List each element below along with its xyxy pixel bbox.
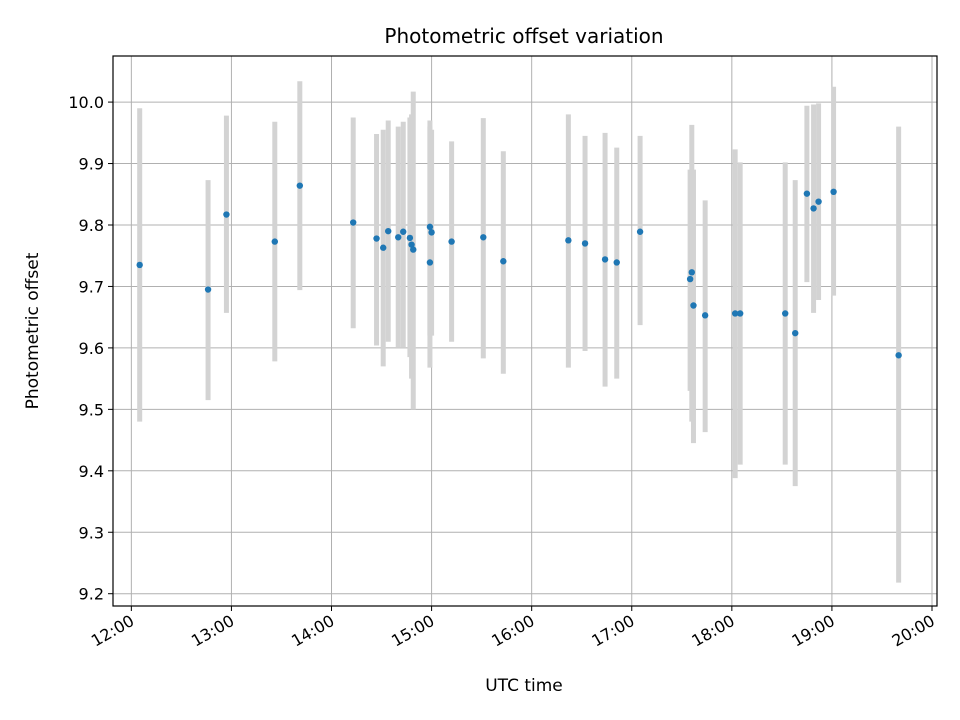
y-tick-label: 9.9 — [79, 155, 104, 174]
data-point — [686, 275, 694, 283]
data-point — [601, 256, 609, 263]
y-tick-label: 9.7 — [79, 277, 104, 296]
y-tick-label: 9.3 — [79, 523, 104, 542]
data-point — [448, 238, 455, 245]
data-point — [690, 302, 697, 309]
data-point — [385, 227, 392, 235]
data-point — [349, 219, 357, 226]
data-point — [136, 261, 143, 269]
data-point — [815, 198, 822, 205]
data-point — [410, 246, 417, 253]
data-point — [581, 240, 589, 247]
data-point — [731, 310, 739, 317]
data-point — [204, 286, 212, 293]
data-point — [688, 269, 696, 276]
y-tick-label: 9.8 — [79, 216, 104, 235]
data-point — [830, 188, 837, 196]
data-point — [782, 310, 789, 317]
data-points — [136, 182, 902, 359]
data-point — [613, 259, 620, 266]
data-point — [373, 235, 380, 242]
y-tick-label: 10.0 — [68, 93, 104, 112]
data-point — [701, 312, 709, 319]
data-point — [426, 259, 434, 266]
data-point — [408, 241, 415, 248]
plot-frame — [112, 55, 938, 607]
data-point — [500, 258, 507, 265]
x-axis-title: UTC time — [485, 676, 563, 696]
data-point — [406, 234, 414, 242]
y-axis-title: Photometric offset — [23, 252, 43, 409]
data-point — [380, 244, 387, 251]
data-point — [895, 352, 902, 359]
data-point — [400, 228, 407, 235]
data-point — [395, 234, 402, 241]
data-point — [428, 229, 435, 236]
data-point — [565, 237, 572, 244]
data-point — [296, 182, 304, 189]
data-point — [223, 211, 230, 218]
data-point — [736, 310, 744, 317]
data-point — [810, 205, 817, 212]
y-tick-label: 9.2 — [79, 585, 104, 604]
chart-title: Photometric offset variation — [384, 24, 663, 48]
data-point — [792, 329, 799, 337]
data-point — [803, 190, 811, 197]
y-tick-label: 9.6 — [79, 339, 104, 358]
y-tick-label: 9.5 — [79, 400, 104, 419]
data-point — [480, 234, 487, 241]
data-point — [426, 223, 434, 231]
data-point — [636, 228, 644, 235]
y-tick-label: 9.4 — [79, 462, 104, 481]
data-point — [271, 238, 278, 245]
